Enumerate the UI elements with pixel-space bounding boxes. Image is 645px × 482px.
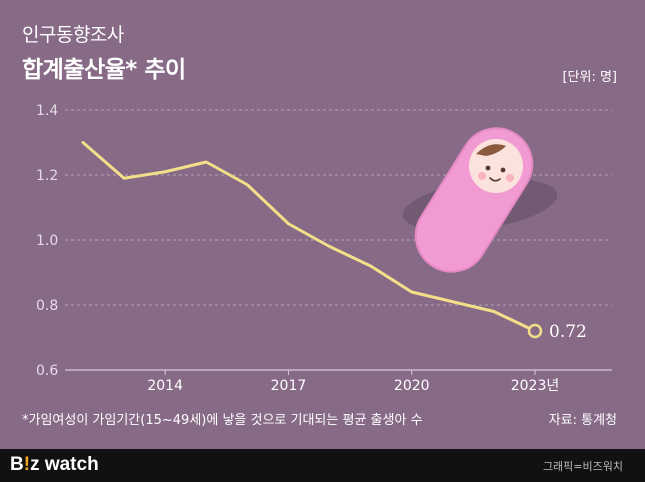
title-line1: 인구동향조사 (22, 24, 124, 46)
end-value-label: 0.72 (549, 322, 587, 342)
grid-lines (65, 109, 612, 371)
y-tick-label: 1.4 (36, 103, 58, 119)
footer-bar: B!z watch 그래픽=비즈워치 (0, 449, 645, 482)
series-line (81, 141, 537, 333)
y-axis-ticks: 1.4 1.2 1.0 0.8 0.6 (36, 103, 58, 379)
y-tick-label: 1.0 (36, 233, 58, 249)
x-tick-label: 2014 (147, 378, 183, 394)
graphic-credit: 그래픽=비즈워치 (542, 460, 623, 473)
series-layer (81, 141, 537, 333)
footnote: *가임여성이 가임기간(15~49세)에 낳을 것으로 기대되는 평균 출생아 … (22, 413, 423, 428)
y-tick-label: 1.2 (36, 168, 58, 184)
bizwatch-logo: B!z watch (10, 454, 99, 475)
last-point-marker (527, 323, 543, 339)
swaddled-baby-icon (402, 127, 558, 273)
x-tick-label: 2023년 (511, 378, 560, 394)
source-label: 자료: 통계청 (548, 413, 617, 428)
unit-label: [단위: 명] (562, 70, 617, 85)
y-tick-label: 0.8 (36, 298, 58, 314)
marker-layer: 0.72 (527, 322, 587, 342)
y-tick-label: 0.6 (36, 363, 58, 379)
x-tick-label: 2020 (394, 378, 430, 394)
x-axis-ticks: 2014 2017 2020 2023년 (147, 370, 559, 394)
chart-title: 합계출산율* 추이 (22, 57, 186, 83)
line-chart: 1.4 1.2 1.0 0.8 0.6 2014 2017 2020 2023년 0.72 (36, 103, 612, 394)
x-tick-label: 2017 (271, 378, 307, 394)
